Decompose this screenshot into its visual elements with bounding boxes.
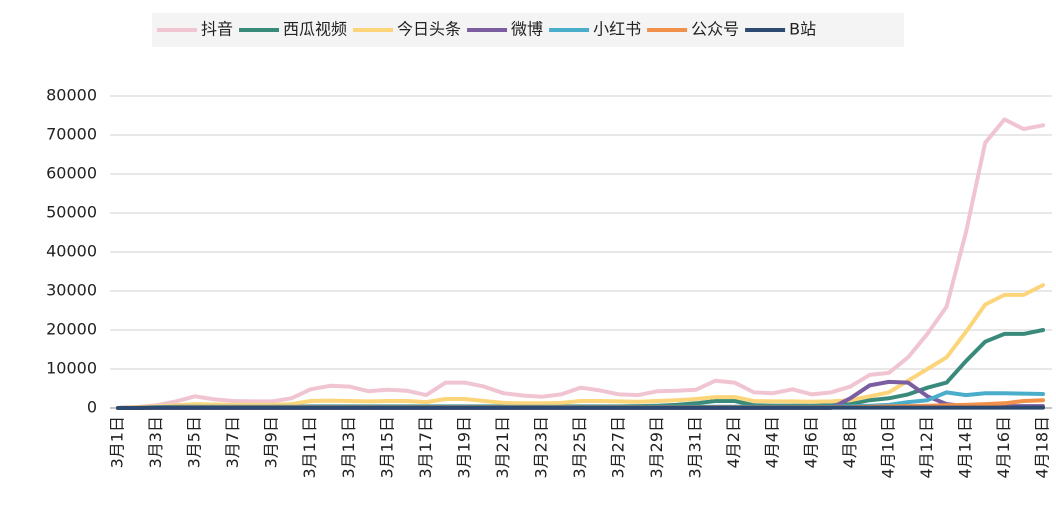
x-tick-label: 3月21日 [493,416,512,479]
y-tick-label: 70000 [46,125,97,144]
legend-label: 抖音 [201,20,233,39]
x-tick-label: 4月4日 [763,416,782,468]
legend-label: 小红书 [593,20,641,39]
x-tick-label: 3月29日 [647,416,666,479]
x-tick-label: 4月14日 [955,416,974,479]
y-tick-label: 50000 [46,203,97,222]
x-tick-label: 4月10日 [878,416,897,479]
x-tick-label: 3月3日 [146,416,165,468]
x-tick-label: 3月9日 [262,416,281,468]
x-tick-label: 4月8日 [840,416,859,468]
y-tick-label: 10000 [46,359,97,378]
y-tick-label: 80000 [46,86,97,105]
legend-label: B站 [789,20,816,39]
legend-label: 微博 [511,20,543,39]
x-tick-label: 4月12日 [917,416,936,479]
x-tick-label: 3月25日 [570,416,589,479]
x-tick-label: 3月27日 [609,416,628,479]
x-tick-label: 4月16日 [994,416,1013,479]
legend-label: 西瓜视频 [283,20,347,39]
x-tick-label: 4月6日 [801,416,820,468]
x-tick-label: 3月7日 [223,416,242,468]
y-tick-label: 40000 [46,242,97,261]
y-tick-label: 30000 [46,281,97,300]
y-tick-label: 20000 [46,320,97,339]
legend-label: 公众号 [691,20,739,39]
x-tick-label: 3月1日 [108,416,127,468]
x-tick-label: 4月2日 [724,416,743,468]
x-tick-label: 3月31日 [686,416,705,479]
x-tick-label: 3月17日 [416,416,435,479]
x-tick-label: 3月19日 [454,416,473,479]
x-tick-label: 4月18日 [1033,416,1052,479]
x-tick-label: 3月13日 [339,416,358,479]
x-tick-label: 3月15日 [377,416,396,479]
x-tick-label: 3月23日 [531,416,550,479]
x-tick-label: 3月11日 [300,416,319,479]
x-tick-label: 3月5日 [185,416,204,468]
legend-label: 今日头条 [397,20,461,39]
y-tick-label: 60000 [46,164,97,183]
series-line [116,117,1045,410]
y-tick-label: 0 [87,398,97,417]
